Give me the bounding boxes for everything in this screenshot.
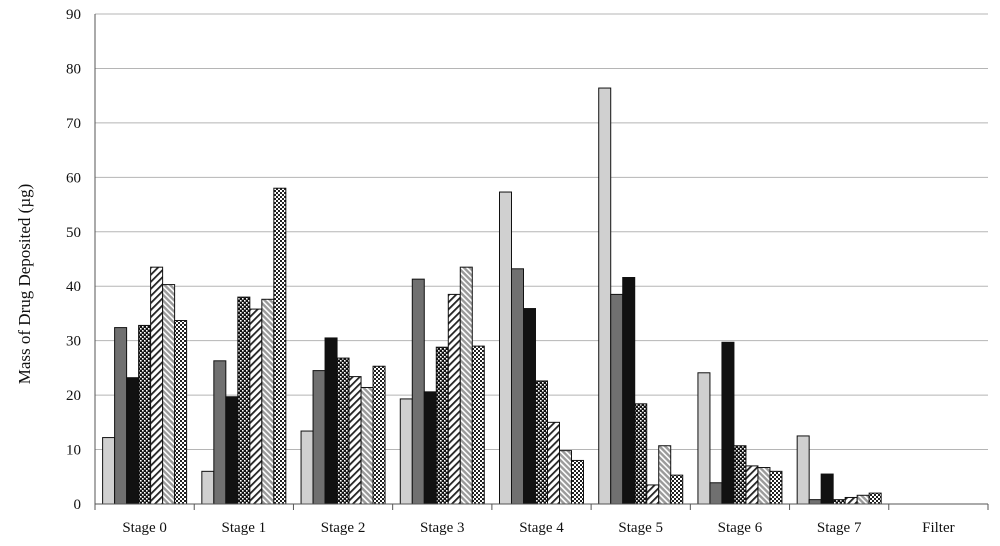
bar-stage-1-series-5 [249,308,263,505]
bar-stage-1-series-2 [213,360,227,505]
bar-stage-0-series-4 [138,324,152,505]
bar-stage-3-series-5 [447,293,461,505]
bar-stage-5-series-5 [646,484,660,505]
bar-stage-4-series-1 [499,191,512,505]
bar-stage-3-series-4 [435,346,449,505]
bar-stage-1-series-6 [261,298,275,505]
bar-stage-7-series-7 [868,492,882,505]
bar-stage-6-series-6 [757,467,771,505]
bar-stage-4-series-6 [559,450,572,505]
bar-stage-3-series-3 [423,391,437,505]
bar-stage-4-series-4 [535,380,548,505]
y-tick-label: 30 [66,334,81,350]
bar-stage-6-series-5 [745,465,759,505]
x-tick-label: Stage 3 [420,520,465,536]
bar-stage-2-series-3 [324,337,338,505]
y-tick-label: 20 [66,388,81,404]
bar-stage-4-series-2 [511,268,524,505]
bar-stage-5-series-3 [622,277,636,505]
bar-stage-4-series-5 [547,421,560,505]
bar-stage-5-series-1 [598,87,612,505]
y-tick-label: 50 [66,225,81,241]
bar-stage-6-series-2 [709,482,723,505]
bar-stage-7-series-3 [820,473,834,505]
x-tick-label: Stage 5 [618,520,663,536]
bar-stage-7-series-2 [808,499,822,505]
bar-stage-7-series-1 [796,435,810,505]
y-tick-label: 70 [66,116,81,132]
x-tick-labels: Stage 0 Stage 1 Stage 2 Stage 3 Stage 4 Stage… [122,520,954,536]
bar-stage-2-series-4 [336,357,350,505]
bar-stage-7-series-4 [832,499,846,505]
y-tick-label: 80 [66,61,81,77]
bar-stage-0-series-2 [114,327,128,505]
bar-stage-5-series-2 [610,293,624,505]
bar-stage-0-series-7 [174,320,188,505]
bar-stage-0-series-5 [150,266,164,505]
bar-stage-2-series-5 [348,376,362,505]
bar-stage-0-series-6 [162,284,176,505]
bar-stage-2-series-7 [372,365,386,505]
bar-stage-5-series-7 [670,474,684,505]
bar-stage-4-series-7 [571,459,584,505]
bar-stage-6-series-3 [721,341,735,505]
x-tick-label: Stage 6 [718,520,763,536]
bar-stage-2-series-2 [312,370,326,505]
y-tick-label: 90 [66,7,81,23]
bar-stage-3-series-1 [399,398,413,505]
y-axis-label: Mass of Drug Deposited (µg) [15,184,34,385]
x-tick-label: Stage 0 [122,520,167,536]
bar-stage-1-series-1 [201,470,215,505]
bar-stage-1-series-3 [225,396,239,505]
x-tick-label: Stage 4 [519,520,564,536]
y-tick-label: 40 [66,279,81,295]
bar-stage-1-series-4 [237,296,251,505]
axes [94,14,989,510]
bar-stage-0-series-3 [126,377,140,505]
x-tick-label: Stage 1 [222,520,267,536]
bar-stage-3-series-6 [459,266,473,505]
bar-stage-3-series-7 [471,345,485,505]
bar-stage-2-series-6 [360,386,374,505]
bar-stage-5-series-4 [634,403,648,505]
bar-stage-6-series-7 [769,470,783,505]
y-tick-label: 60 [66,170,81,186]
bar-stage-7-series-5 [844,496,858,505]
bar-stage-1-series-7 [273,187,287,505]
bar-stage-3-series-2 [411,278,425,505]
bar-stage-2-series-1 [300,430,314,505]
y-tick-labels: 0 10 20 30 40 50 60 70 80 90 [66,7,81,513]
x-tick-label: Stage 2 [321,520,366,536]
x-tick-label: Stage 7 [817,520,862,536]
y-tick-label: 0 [74,497,82,513]
bars-group [102,87,882,505]
bar-stage-6-series-1 [697,372,711,505]
bar-stage-5-series-6 [658,445,672,505]
x-tick-label: Filter [922,520,955,536]
bar-stage-4-series-3 [523,308,536,505]
y-tick-label: 10 [66,443,81,459]
bar-stage-0-series-1 [102,437,116,505]
bar-stage-6-series-4 [733,445,747,505]
bar-stage-7-series-6 [856,494,870,505]
